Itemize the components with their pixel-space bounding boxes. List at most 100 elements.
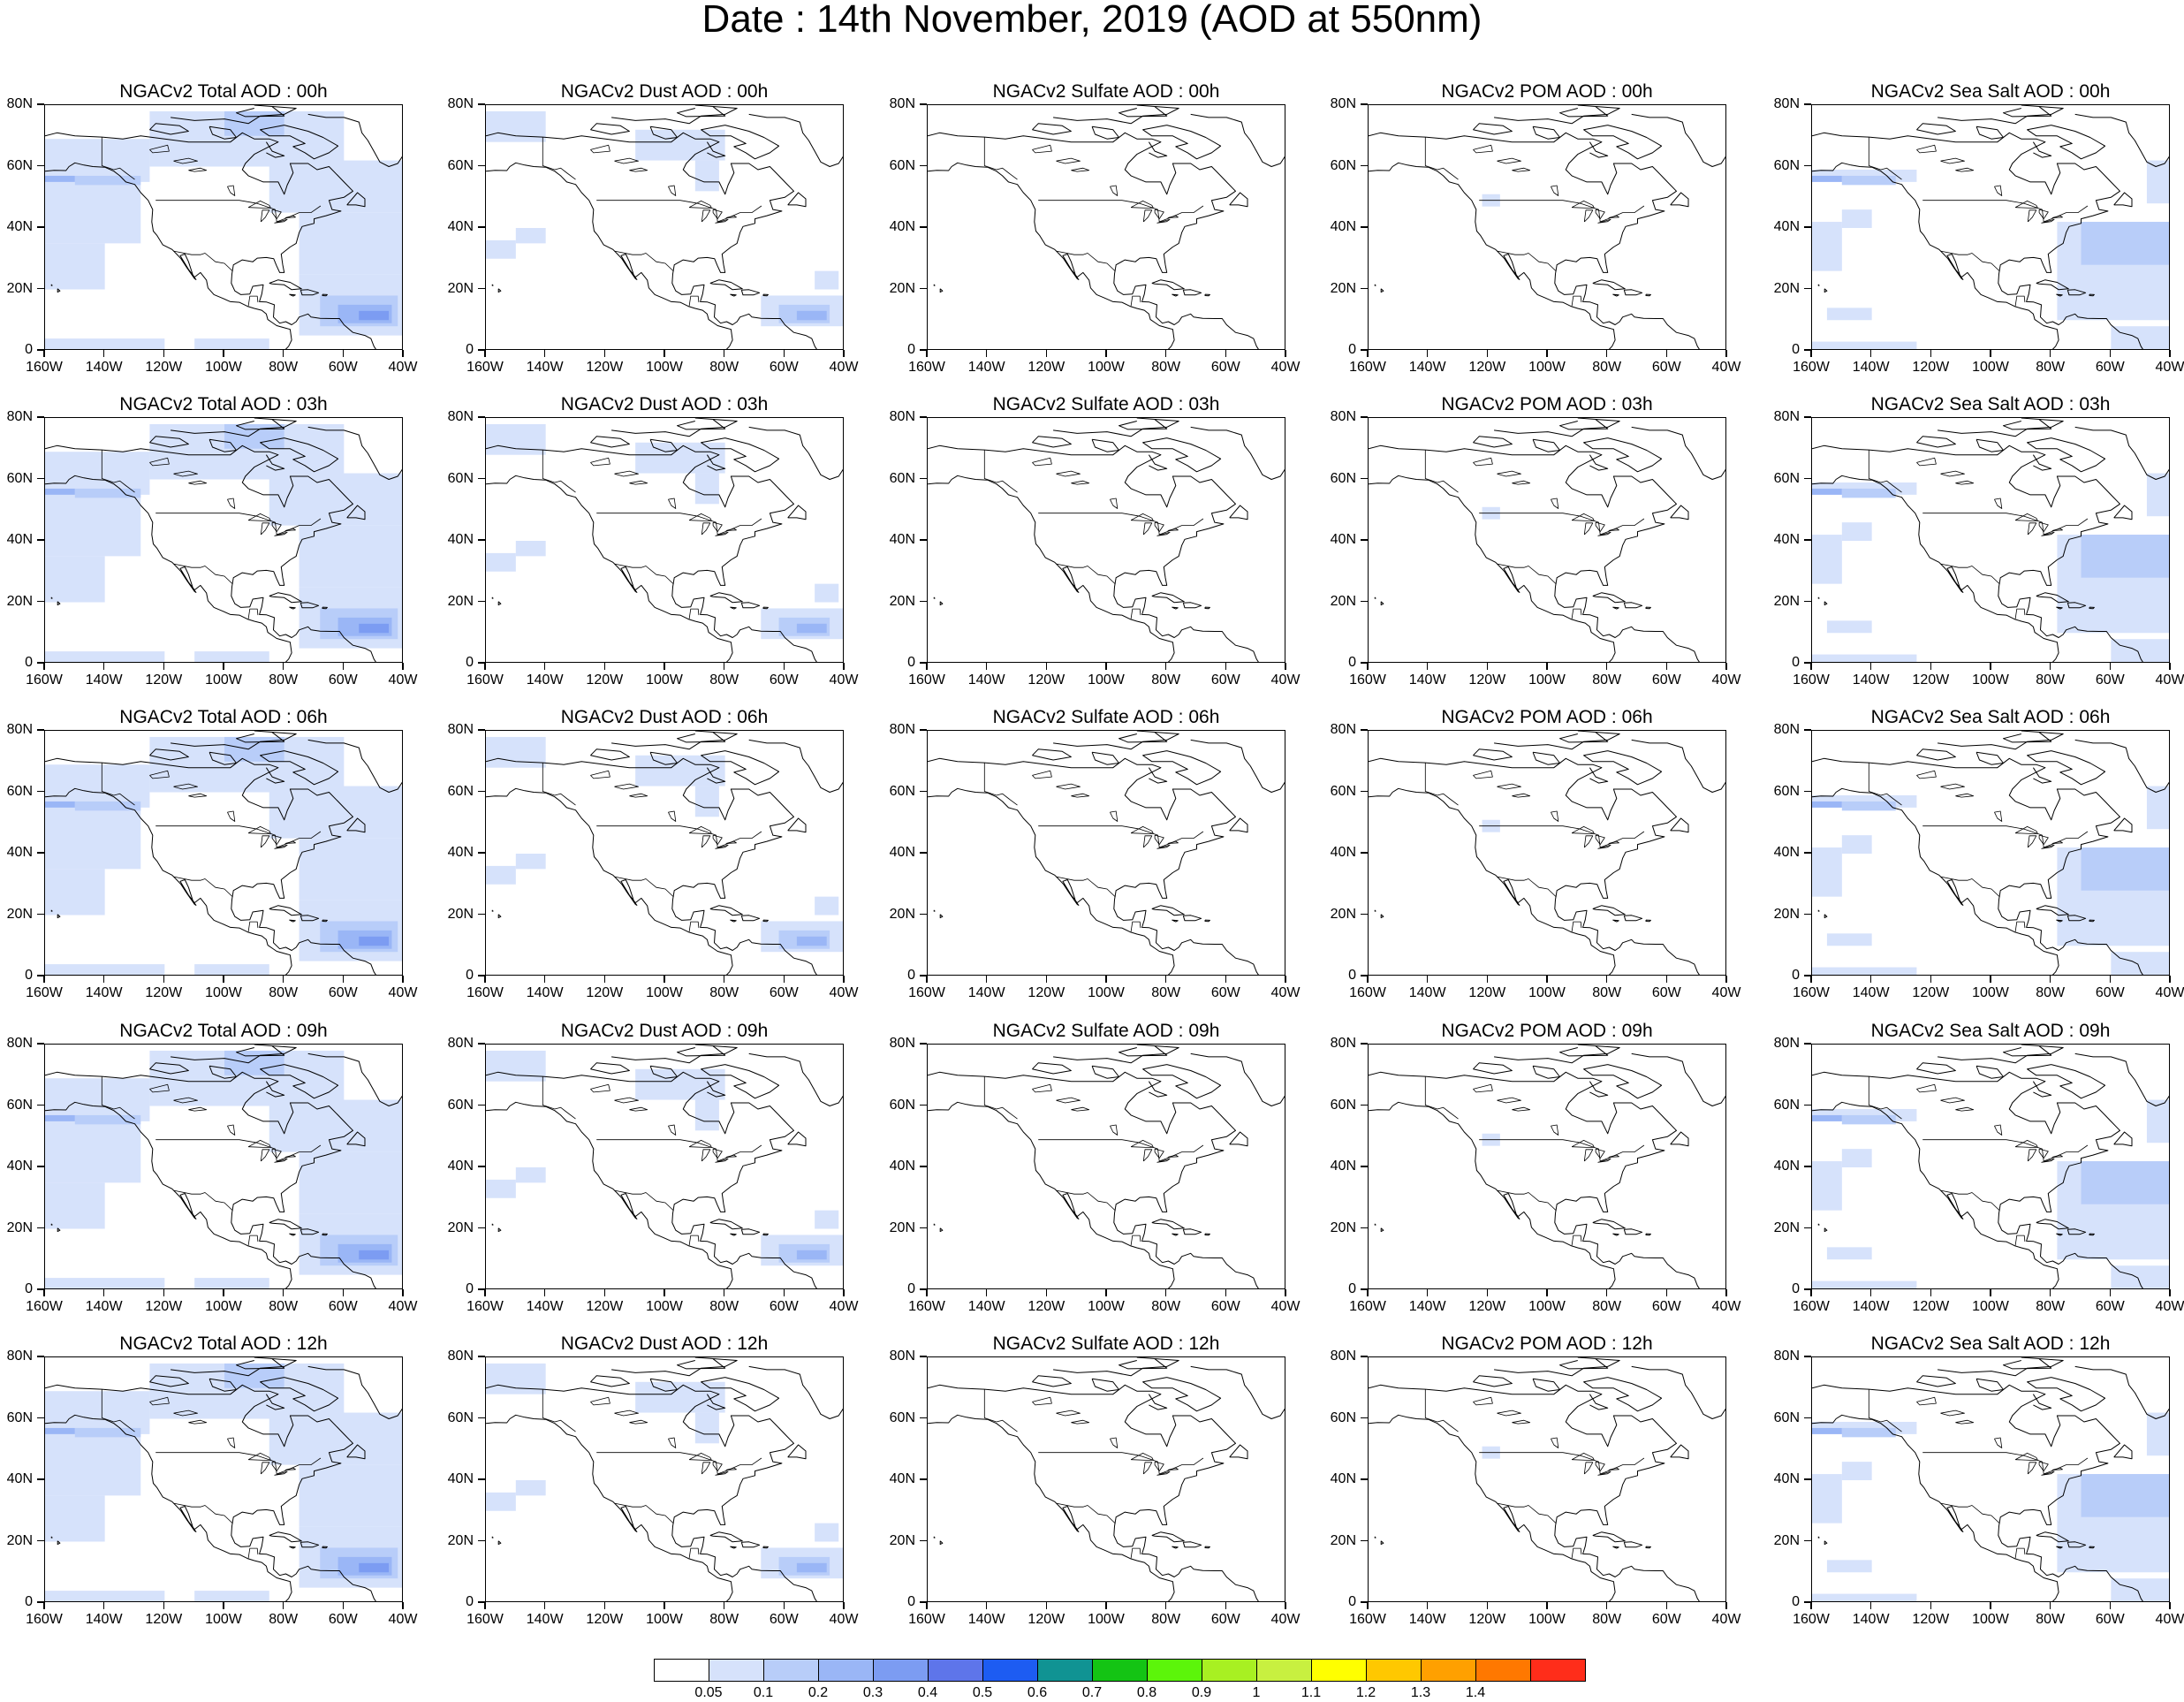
x-tick-label: 40W [1270, 672, 1301, 688]
x-tick-label: 40W [2155, 360, 2184, 375]
aod-shade-light [194, 1278, 269, 1288]
aod-shade-light [45, 1391, 150, 1434]
x-tick-label: 160W [1349, 1299, 1386, 1314]
lake-outline [1156, 844, 1171, 849]
panel-title: NGACv2 Sulfate AOD : 03h [992, 394, 1220, 414]
y-tick-label: 60N [1773, 1097, 1800, 1113]
x-tick-label: 160W [1793, 1299, 1830, 1314]
x-tick-label: 160W [466, 985, 504, 1000]
y-tick-label: 40N [1773, 845, 1800, 860]
y-tick [37, 1288, 44, 1290]
x-tick [484, 1602, 486, 1609]
country-border [173, 250, 233, 272]
map-canvas [1369, 731, 1725, 975]
coastline [1172, 293, 1179, 297]
y-tick-label: 20N [889, 593, 915, 609]
x-tick [1225, 350, 1227, 357]
x-tick [1810, 1289, 1812, 1296]
country-border [688, 1547, 700, 1559]
x-tick [1426, 976, 1429, 983]
aod-shade-light [299, 1151, 402, 1214]
lake-outline [1994, 1437, 2003, 1448]
coastline [1119, 419, 1168, 430]
y-tick [920, 975, 927, 976]
colorbar-swatch [1311, 1659, 1367, 1682]
coastline [2003, 1045, 2052, 1057]
coastline [209, 751, 237, 765]
aod-shade-deep [796, 623, 827, 634]
x-tick [1930, 350, 1932, 357]
aod-shade-light [194, 651, 269, 662]
lake-outline [1571, 513, 1595, 521]
y-tick [478, 1356, 485, 1357]
x-tick [1869, 1289, 1872, 1296]
coastline [289, 1233, 296, 1236]
x-tick-label: 140W [85, 672, 123, 688]
coastline [1494, 418, 1620, 437]
x-tick-label: 100W [1528, 672, 1566, 688]
x-tick-label: 120W [586, 672, 624, 688]
country-border [1130, 295, 1141, 307]
x-tick [1045, 663, 1048, 670]
map-canvas [45, 418, 402, 662]
map-canvas [45, 1045, 402, 1288]
x-tick-label: 120W [1028, 672, 1065, 688]
lake-outline [712, 209, 723, 219]
aod-shade-light [299, 1464, 402, 1527]
aod-shade-light [694, 786, 719, 817]
coastline [1592, 592, 1626, 604]
lake-outline [614, 470, 639, 477]
x-tick [43, 1289, 45, 1296]
aod-shade-light [694, 473, 719, 505]
x-tick [1869, 663, 1872, 670]
x-tick-label: 160W [466, 360, 504, 375]
y-tick-label: 80N [889, 722, 915, 737]
y-tick [1361, 226, 1368, 228]
map-panel-seasalt-00h: NGACv2 Sea Salt AOD : 00h [1767, 81, 2184, 382]
y-tick [1361, 539, 1368, 541]
x-tick-label: 60W [2095, 672, 2125, 688]
x-tick [102, 350, 105, 357]
aod-shade-light [515, 228, 546, 244]
x-tick [402, 1602, 404, 1609]
aod-shade-light [2111, 326, 2169, 349]
aod-shade-light [815, 583, 839, 603]
x-tick-label: 100W [1972, 985, 2009, 1000]
y-tick-label: 0 [25, 655, 33, 670]
lake-outline [271, 521, 282, 532]
coastline [1975, 751, 2004, 765]
aod-shade-light [45, 764, 150, 808]
aod-shade-mid [1841, 1427, 1896, 1438]
coastline [1559, 1358, 1609, 1370]
y-tick [478, 1539, 485, 1542]
x-tick [2169, 350, 2171, 357]
coastline [1473, 436, 1513, 448]
y-tick-label: 80N [1773, 722, 1800, 737]
lake-outline [715, 1158, 729, 1163]
coastline [1229, 1444, 1248, 1460]
y-tick-label: 0 [907, 1281, 915, 1296]
y-tick-label: 60N [1330, 783, 1356, 799]
country-border [1497, 563, 1557, 585]
y-tick-label: 60N [889, 157, 915, 173]
coastline [748, 113, 843, 167]
y-tick-label: 0 [1792, 1594, 1800, 1609]
coastline [2003, 419, 2052, 430]
colorbar-label: 0.05 [694, 1685, 723, 1700]
colorbar-label: 0.3 [862, 1685, 883, 1700]
aod-shade-light [635, 755, 725, 786]
x-tick [543, 1602, 546, 1609]
y-tick-label: 80N [1773, 409, 1800, 424]
coastline [1631, 1365, 1725, 1419]
coastline [1229, 192, 1248, 208]
coastline [2066, 1541, 2087, 1548]
x-tick-label: 60W [2095, 1612, 2125, 1627]
y-tick [1361, 103, 1368, 105]
coastline [45, 475, 292, 662]
coastline [1532, 1378, 1560, 1392]
coastline [1190, 1052, 1285, 1106]
lake-outline [1071, 1419, 1090, 1425]
aod-shade-light [45, 338, 165, 349]
coastline [1182, 915, 1202, 922]
y-tick-label: 80N [1330, 722, 1356, 737]
